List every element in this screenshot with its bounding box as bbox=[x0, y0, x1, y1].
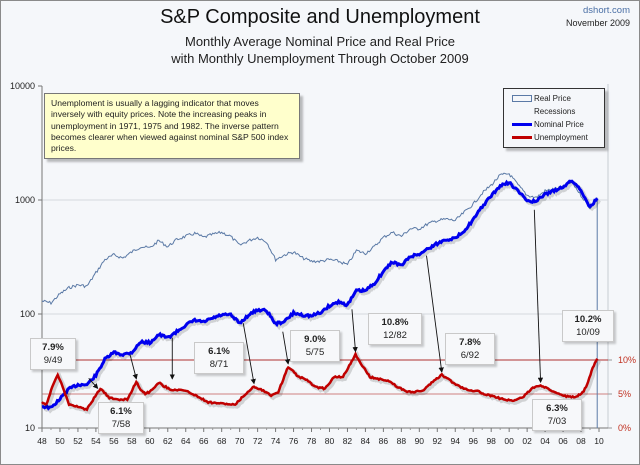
x-tick-label: 80 bbox=[325, 436, 335, 446]
x-tick-label: 50 bbox=[55, 436, 65, 446]
unemployment-peak-callout: 7.8% 6/92 bbox=[445, 333, 495, 365]
legend-item-real-price: Real Price bbox=[504, 93, 571, 103]
callout-date: 7/58 bbox=[111, 419, 131, 430]
x-tick-label: 10 bbox=[594, 436, 604, 446]
unemployment-peak-callout: 9.0% 5/75 bbox=[290, 330, 340, 362]
unemployment-peak-callout: 7.9% 9/49 bbox=[30, 338, 76, 370]
legend-item-unemployment: Unemployment bbox=[504, 132, 588, 142]
x-tick-label: 98 bbox=[486, 436, 496, 446]
x-tick-label: 78 bbox=[307, 436, 317, 446]
x-tick-label: 58 bbox=[127, 436, 137, 446]
legend-label: Recessions bbox=[534, 106, 576, 116]
chart-subtitle-line2: with Monthly Unemployment Through Octobe… bbox=[171, 51, 469, 66]
unemployment-peak-callout: 6.1% 7/58 bbox=[98, 402, 144, 434]
callout-date: 5/75 bbox=[305, 347, 325, 358]
x-tick-label: 84 bbox=[361, 436, 371, 446]
x-tick-label: 68 bbox=[217, 436, 227, 446]
callout-percent: 7.9% bbox=[42, 342, 64, 353]
x-tick-label: 96 bbox=[468, 436, 478, 446]
x-tick-label: 64 bbox=[181, 436, 191, 446]
callout-percent: 9.0% bbox=[304, 334, 326, 345]
callout-percent: 10.2% bbox=[574, 314, 602, 325]
callout-percent: 10.8% bbox=[381, 317, 409, 328]
publish-date: November 2009 bbox=[565, 18, 630, 28]
x-tick-label: 04 bbox=[540, 436, 550, 446]
x-tick-label: 60 bbox=[145, 436, 155, 446]
chart-subtitle-line1: Monthly Average Nominal Price and Real P… bbox=[184, 34, 455, 49]
x-tick-label: 82 bbox=[343, 436, 353, 446]
x-tick-label: 52 bbox=[73, 436, 83, 446]
legend-label: Unemployment bbox=[534, 132, 588, 142]
callout-date: 10/09 bbox=[576, 327, 600, 338]
annotation-note: Unemploment is usually a lagging indicat… bbox=[44, 93, 300, 160]
x-tick-label: 90 bbox=[415, 436, 425, 446]
legend-item-recessions: Recessions bbox=[504, 106, 575, 116]
unemployment-peak-callout: 6.3% 7/03 bbox=[532, 399, 582, 431]
x-tick-label: 76 bbox=[289, 436, 299, 446]
callout-percent: 6.1% bbox=[110, 406, 132, 417]
legend-item-nominal-price: Nominal Price bbox=[504, 119, 584, 129]
nominal-price-line bbox=[41, 179, 599, 411]
legend-swatch-nominal bbox=[512, 122, 532, 126]
unemployment-peak-callout: 10.8% 12/82 bbox=[368, 313, 422, 345]
x-tick-label: 92 bbox=[433, 436, 443, 446]
y-right-tick-label: 10% bbox=[618, 355, 636, 365]
annotation-arrow bbox=[351, 309, 358, 353]
x-tick-label: 70 bbox=[235, 436, 245, 446]
x-tick-label: 06 bbox=[558, 436, 568, 446]
y-tick-label: 10000 bbox=[10, 81, 35, 91]
callout-percent: 7.8% bbox=[459, 337, 481, 348]
chart-legend: Real Price Recessions Nominal Price Unem… bbox=[503, 88, 605, 148]
brand-link[interactable]: dshort.com bbox=[583, 5, 630, 16]
x-tick-label: 62 bbox=[163, 436, 173, 446]
real-price-line bbox=[41, 172, 598, 306]
callout-date: 12/82 bbox=[383, 330, 407, 341]
unemployment-peak-callout: 6.1% 8/71 bbox=[194, 342, 244, 374]
x-tick-label: 48 bbox=[37, 436, 47, 446]
x-tick-label: 02 bbox=[522, 436, 532, 446]
y-tick-label: 1000 bbox=[15, 195, 35, 205]
legend-swatch-unemployment bbox=[512, 135, 532, 139]
x-tick-label: 56 bbox=[109, 436, 119, 446]
callout-date: 7/03 bbox=[547, 416, 567, 427]
annotation-arrow bbox=[88, 378, 99, 389]
x-tick-label: 74 bbox=[271, 436, 281, 446]
callout-percent: 6.1% bbox=[208, 346, 230, 357]
y-tick-label: 10 bbox=[25, 423, 35, 433]
x-tick-label: 86 bbox=[379, 436, 389, 446]
callout-date: 9/49 bbox=[43, 355, 63, 366]
chart-title: S&P Composite and Unemployment bbox=[160, 6, 480, 28]
y-right-tick-label: 5% bbox=[618, 389, 631, 399]
legend-swatch-real bbox=[512, 94, 532, 102]
annotation-arrow bbox=[242, 323, 256, 385]
legend-label: Nominal Price bbox=[534, 119, 584, 129]
annotation-arrow bbox=[426, 255, 444, 373]
x-tick-label: 94 bbox=[451, 436, 461, 446]
x-tick-label: 54 bbox=[91, 436, 101, 446]
x-tick-label: 88 bbox=[397, 436, 407, 446]
x-tick-label: 66 bbox=[199, 436, 209, 446]
callout-date: 8/71 bbox=[209, 359, 229, 370]
nominal-price-shadow bbox=[43, 180, 601, 414]
y-right-tick-label: 0% bbox=[618, 423, 631, 433]
x-tick-label: 72 bbox=[253, 436, 263, 446]
unemployment-peak-callout: 10.2% 10/09 bbox=[562, 310, 614, 342]
annotation-arrow bbox=[533, 209, 544, 384]
legend-label: Real Price bbox=[534, 93, 571, 103]
annotation-arrow bbox=[282, 331, 291, 365]
unemployment-line bbox=[41, 350, 599, 412]
x-tick-label: 08 bbox=[576, 436, 586, 446]
annotation-arrow bbox=[129, 354, 138, 380]
y-tick-label: 100 bbox=[20, 309, 35, 319]
callout-percent: 6.3% bbox=[546, 403, 568, 414]
callout-date: 6/92 bbox=[460, 350, 480, 361]
x-tick-label: 00 bbox=[504, 436, 514, 446]
